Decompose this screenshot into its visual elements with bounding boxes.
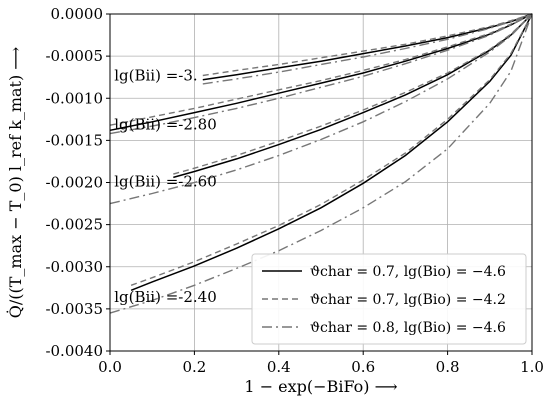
legend-label: ϑchar = 0.8, lg(Bio) = −4.6	[310, 320, 506, 336]
series-line-dashdot	[109, 13, 533, 205]
series-line-dashed	[202, 13, 533, 77]
y-tick-label: 0.0000	[51, 5, 104, 23]
series-layer	[109, 13, 533, 314]
series-line-dashed	[109, 13, 533, 126]
series-line-solid	[109, 13, 533, 132]
curve-label: lg(Bii) =-2.80	[114, 115, 217, 133]
legend: ϑchar = 0.7, lg(Bio) = −4.6 ϑchar = 0.7, …	[251, 253, 527, 345]
x-tick-label: 1.0	[520, 358, 544, 376]
y-tick-label: -0.0035	[45, 300, 103, 318]
y-axis-label: Q̇/((T_max − T_0) l_ref k_mat) ⟶	[6, 47, 25, 319]
y-tick-label: -0.0030	[45, 258, 103, 276]
x-axis-label: 1 − exp(−BiFo) ⟶	[244, 377, 397, 396]
y-tick-label: -0.0010	[45, 89, 103, 107]
axis-ticks: 0.0 0.2 0.4 0.6 0.8 1.0 0.0000 -0.0005 -0.0010 -0…	[45, 5, 543, 376]
series-line-dashed	[130, 13, 533, 286]
x-tick-label: 0.0	[98, 358, 122, 376]
curve-labels: lg(Bii) =-3. lg(Bii) =-2.80 lg(Bii) =-2.60…	[114, 67, 217, 307]
legend-label: ϑchar = 0.7, lg(Bio) = −4.2	[310, 292, 506, 308]
y-tick-label: -0.0025	[45, 216, 103, 234]
x-tick-label: 0.4	[267, 358, 291, 376]
y-tick-label: -0.0005	[45, 47, 103, 65]
y-tick-label: -0.0020	[45, 174, 103, 192]
y-tick-label: -0.0040	[45, 342, 103, 360]
y-tick-label: -0.0015	[45, 131, 103, 149]
curve-label: lg(Bii) =-2.60	[114, 173, 217, 191]
series-line-solid	[173, 13, 533, 179]
series-line-dashdot	[109, 13, 533, 314]
x-tick-label: 0.2	[182, 358, 206, 376]
series-line-solid	[130, 13, 533, 291]
curve-label: lg(Bii) =-2.40	[114, 288, 217, 306]
legend-label: ϑchar = 0.7, lg(Bio) = −4.6	[310, 264, 506, 280]
x-tick-label: 0.6	[351, 358, 375, 376]
curve-label: lg(Bii) =-3.	[114, 67, 197, 85]
series-line-dashdot	[202, 13, 533, 85]
legend-box	[251, 253, 527, 345]
x-tick-label: 0.8	[436, 358, 460, 376]
series-line-dashed	[173, 13, 533, 175]
